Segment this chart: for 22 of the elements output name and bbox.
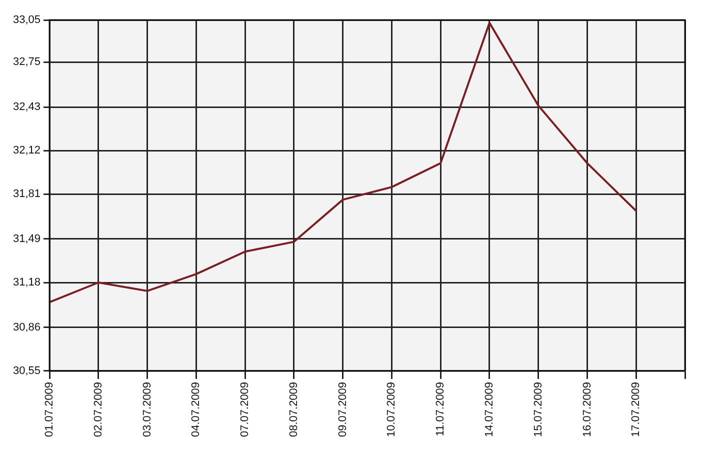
y-tick-label: 32,43: [12, 101, 41, 114]
y-tick-label: 31,81: [12, 188, 41, 200]
x-tick-label: 04.07.2009: [190, 382, 202, 438]
x-tick-label: 14.07.2009: [484, 382, 496, 438]
x-tick-label: 03.07.2009: [141, 382, 154, 438]
x-tick-label: 10.07.2009: [386, 382, 398, 438]
y-tick-label: 33,05: [12, 14, 41, 26]
x-tick-label: 08.07.2009: [288, 382, 300, 438]
y-tick-label: 31,18: [12, 276, 41, 289]
y-tick-label: 32,75: [12, 56, 41, 68]
x-tick-label: 15.07.2009: [532, 382, 544, 438]
x-tick-label: 16.07.2009: [581, 382, 594, 438]
y-tick-label: 32,12: [12, 144, 41, 157]
x-tick-label: 07.07.2009: [239, 382, 252, 438]
y-tick-label: 30,86: [12, 321, 41, 334]
x-tick-label: 01.07.2009: [44, 382, 56, 438]
y-tick-label: 31,49: [12, 233, 41, 246]
y-tick-label: 30,55: [12, 364, 41, 377]
x-tick-label: 09.07.2009: [336, 382, 349, 438]
x-tick-label: 11.07.2009: [434, 382, 447, 436]
x-tick-label: 02.07.2009: [92, 382, 104, 438]
x-tick-label: 17.07.2009: [630, 382, 642, 438]
